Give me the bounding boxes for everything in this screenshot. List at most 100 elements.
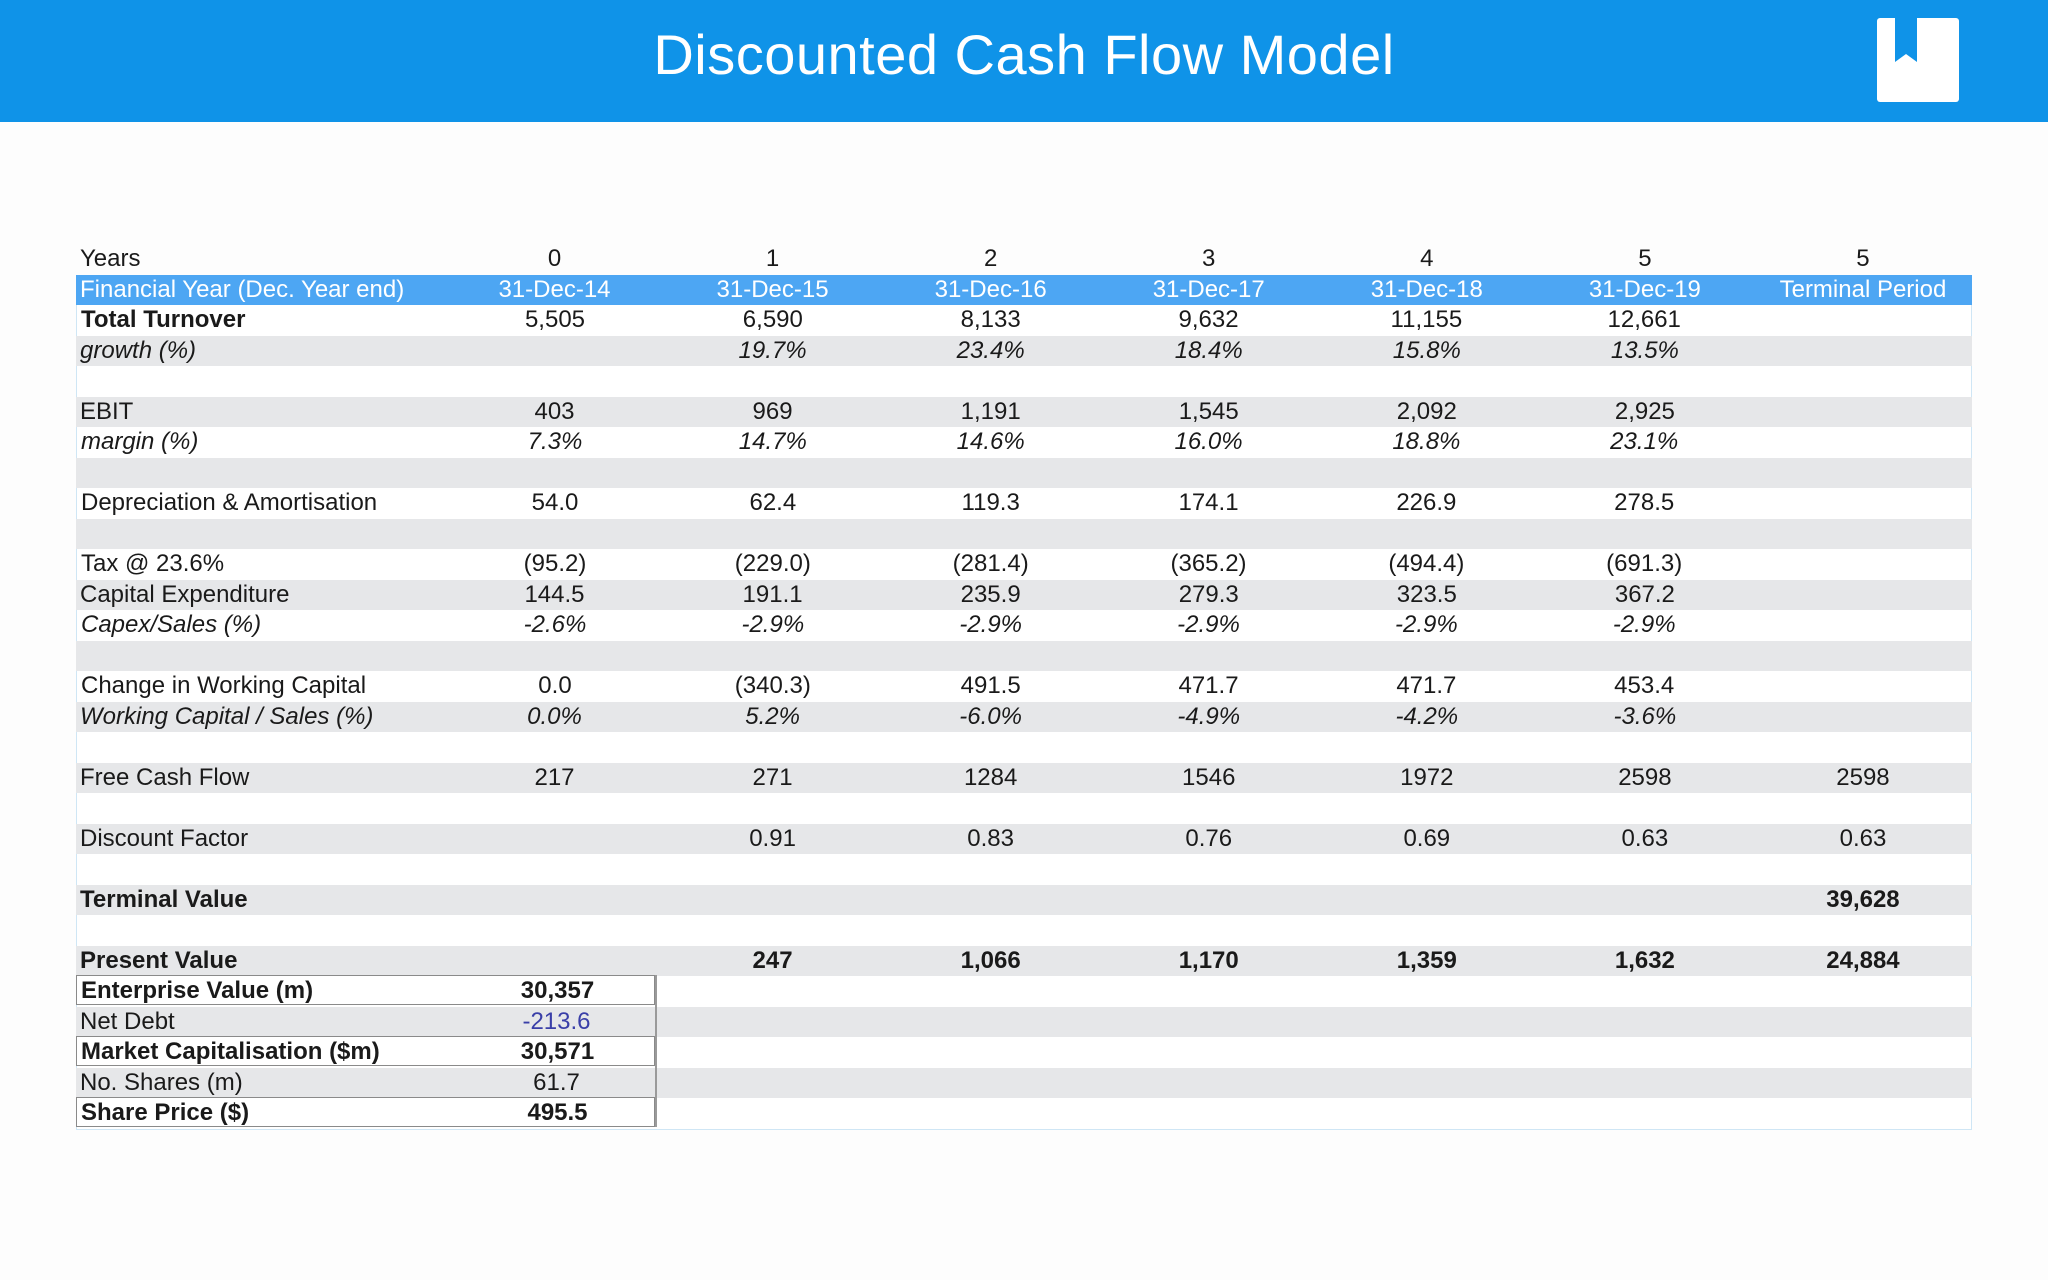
summary-value: 495.5 [527, 1099, 588, 1126]
spacer-row [76, 732, 1972, 763]
table-cell: 5 [1856, 245, 1870, 272]
table-cell: 471.7 [1396, 672, 1457, 699]
table-cell: 367.2 [1614, 580, 1675, 608]
table-cell: -6.0% [959, 702, 1022, 730]
table-cell: 19.7% [738, 336, 807, 364]
table-row-change-wc: Change in Working Capital 0.0 (340.3) 491.5… [76, 671, 1972, 702]
spacer-row [76, 854, 1972, 885]
table-cell: 13.5% [1610, 336, 1679, 364]
table-cell: 235.9 [960, 580, 1021, 608]
summary-value: 30,357 [520, 977, 595, 1004]
table-cell: 1,545 [1178, 397, 1239, 425]
row-label: margin (%) [81, 428, 199, 455]
table-cell: 54.0 [531, 489, 579, 516]
table-row-wc-sales: Working Capital / Sales (%) 0.0% 5.2% -6.0%… [76, 701, 1972, 732]
table-cell: 5,505 [524, 306, 586, 333]
table-cell: 969 [752, 397, 793, 425]
table-cell: 9,632 [1178, 306, 1239, 333]
table-cell: 271 [752, 763, 793, 791]
summary-value: -213.6 [522, 1007, 591, 1035]
table-row-enterprise-value: Enterprise Value (m) 30,357 [76, 976, 1972, 1007]
table-cell: (494.4) [1388, 550, 1465, 577]
table-cell: (281.4) [952, 550, 1029, 577]
table-cell: 491.5 [960, 672, 1021, 699]
row-label: Capital Expenditure [80, 580, 290, 608]
table-row-tax: Tax @ 23.6% (95.2) (229.0) (281.4) (365.2) (4… [76, 549, 1972, 580]
table-cell: 31-Dec-15 [716, 275, 829, 303]
table-cell: 62.4 [749, 489, 797, 516]
row-label: Total Turnover [81, 306, 246, 333]
table-row-market-cap: Market Capitalisation ($m) 30,571 [76, 1037, 1972, 1068]
table-cell: (229.0) [734, 550, 811, 577]
table-row-years: Years 0 1 2 3 4 5 5 [76, 244, 1972, 275]
table-cell: 1,066 [960, 946, 1021, 974]
table-cell: (340.3) [734, 672, 811, 699]
summary-value: 61.7 [533, 1068, 580, 1096]
table-cell: 23.4% [956, 336, 1025, 364]
summary-divider [655, 975, 657, 1127]
row-label: Enterprise Value (m) [81, 977, 314, 1004]
table-cell: 1,359 [1396, 946, 1457, 974]
spacer-row [76, 640, 1972, 671]
table-cell: 18.4% [1174, 336, 1243, 364]
row-label: Tax @ 23.6% [81, 550, 225, 577]
table-cell: 31-Dec-16 [934, 275, 1047, 303]
table-cell: 4 [1420, 245, 1434, 272]
row-label: Capex/Sales (%) [81, 611, 262, 638]
table-cell: 23.1% [1610, 428, 1679, 455]
table-cell: 1 [765, 245, 780, 272]
title-bar: Discounted Cash Flow Model [0, 0, 2048, 122]
spacer-row [76, 915, 1972, 946]
table-row-net-debt: Net Debt -213.6 [76, 1006, 1972, 1037]
row-label: Working Capital / Sales (%) [80, 702, 374, 730]
table-row-capex: Capital Expenditure 144.5 191.1 235.9 279.3 3… [76, 579, 1972, 610]
summary-value: 30,571 [520, 1038, 595, 1065]
table-cell: 1972 [1400, 763, 1454, 791]
table-row-total-turnover: Total Turnover 5,505 6,590 8,133 9,632 11,155… [76, 305, 1972, 336]
table-cell: 0.63 [1621, 824, 1669, 852]
table-row-fcf: Free Cash Flow 217 271 1284 1546 1972 2598 2598 [76, 762, 1972, 793]
table-row-margin: margin (%) 7.3% 14.7% 14.6% 16.0% 18.8% 23.1% [76, 427, 1972, 458]
table-cell: Terminal Period [1779, 275, 1947, 303]
row-label: Share Price ($) [81, 1099, 250, 1126]
table-cell: 226.9 [1396, 489, 1457, 516]
spacer-row [76, 366, 1972, 397]
table-cell: 15.8% [1392, 336, 1461, 364]
table-row-present-value: Present Value 247 1,066 1,170 1,359 1,632 24,8… [76, 945, 1972, 976]
table-cell: 247 [752, 946, 793, 974]
table-cell: 279.3 [1178, 580, 1239, 608]
table-cell: 12,661 [1607, 306, 1681, 333]
table-row-financial-year: Financial Year (Dec. Year end) 31-Dec-14 3… [76, 274, 1972, 305]
row-label: growth (%) [80, 336, 197, 364]
table-cell: 323.5 [1396, 580, 1457, 608]
table-cell: 16.0% [1174, 428, 1243, 455]
table-cell: 174.1 [1178, 489, 1239, 516]
row-label: Net Debt [80, 1007, 175, 1035]
table-cell: -2.9% [741, 611, 805, 638]
table-cell: 5.2% [745, 702, 800, 730]
row-label: Market Capitalisation ($m) [81, 1038, 380, 1065]
row-label: Terminal Value [80, 885, 248, 913]
bookmark-book-icon [1877, 18, 1959, 102]
spacer-row [76, 457, 1972, 488]
table-cell: 217 [534, 763, 575, 791]
row-label: Change in Working Capital [81, 672, 367, 699]
table-cell: -2.6% [523, 611, 587, 638]
table-cell: 1546 [1182, 763, 1236, 791]
page-title: Discounted Cash Flow Model [653, 23, 1395, 86]
table-cell: 6,590 [742, 306, 803, 333]
table-cell: 0.83 [967, 824, 1014, 852]
table-row-dep-amort: Depreciation & Amortisation 54.0 62.4 119.3… [76, 488, 1972, 519]
table-cell: 31-Dec-17 [1152, 275, 1265, 303]
table-cell: 2,092 [1396, 397, 1457, 425]
row-label: EBIT [80, 397, 134, 425]
table-cell: (95.2) [523, 550, 587, 577]
table-cell: 144.5 [524, 580, 585, 608]
table-cell: 0.0 [538, 672, 572, 699]
row-label: Discount Factor [80, 824, 249, 852]
row-label: Depreciation & Amortisation [81, 489, 378, 516]
table-cell: -2.9% [959, 611, 1023, 638]
spacer-row [76, 518, 1972, 549]
table-row-discount-factor: Discount Factor 0.91 0.83 0.76 0.69 0.63 0.63 [76, 823, 1972, 854]
row-label: Years [80, 245, 141, 272]
